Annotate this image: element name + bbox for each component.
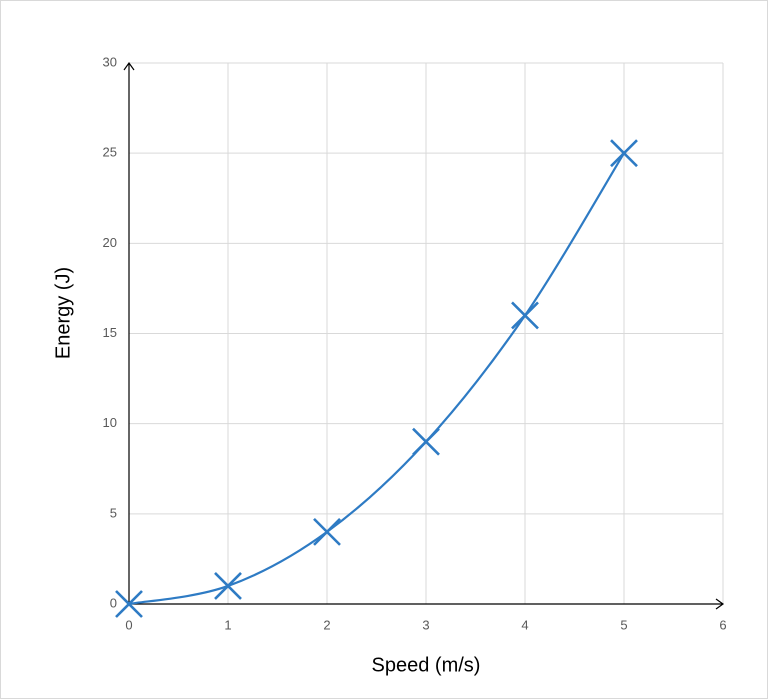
y-axis (123, 61, 135, 604)
y-tick-label: 20 (103, 235, 117, 250)
x-tick-label: 4 (521, 617, 528, 632)
y-tick-label: 25 (103, 145, 117, 160)
y-tick-label: 10 (103, 415, 117, 430)
y-tick-label: 30 (103, 54, 117, 69)
x-axis (129, 598, 725, 610)
data-point (412, 427, 440, 456)
x-tick-label: 6 (719, 617, 726, 632)
data-point (115, 590, 143, 618)
y-tick-label: 5 (110, 505, 117, 520)
data-point (214, 572, 242, 600)
x-axis-title: Speed (m/s) (372, 654, 481, 676)
y-axis-title: Energy (J) (52, 267, 74, 359)
y-tick-label: 15 (103, 325, 117, 340)
data-point (511, 301, 539, 330)
x-tick-label: 2 (323, 617, 330, 632)
x-tick-label: 3 (422, 617, 429, 632)
y-tick-label: 0 (110, 595, 117, 610)
x-tick-label: 0 (125, 617, 132, 632)
x-tick-label: 1 (224, 617, 231, 632)
x-tick-label: 5 (620, 617, 627, 632)
data-point (313, 517, 341, 546)
data-point (610, 139, 638, 168)
